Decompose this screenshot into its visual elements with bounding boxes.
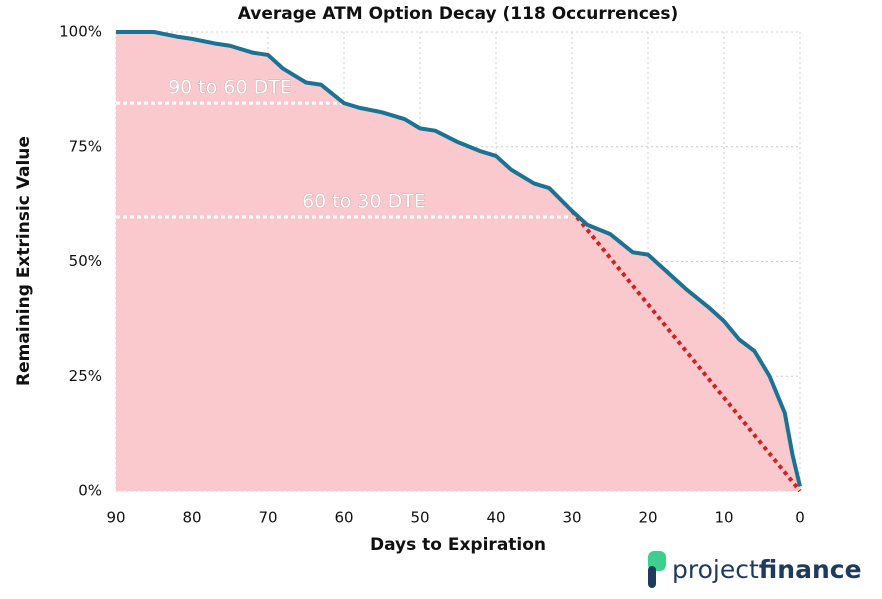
line <box>116 30 802 487</box>
y-axis-label: Remaining Extrinsic Value <box>14 136 34 386</box>
y-tick-label: 25% <box>69 367 102 385</box>
area <box>116 32 800 491</box>
x-tick-label: 20 <box>638 509 657 527</box>
y-tick-label: 50% <box>69 252 102 270</box>
x-tick-label: 60 <box>334 509 353 527</box>
x-tick-label: 80 <box>182 509 201 527</box>
x-tick-label: 50 <box>410 509 429 527</box>
x-tick-label: 30 <box>562 509 581 527</box>
logo: projectfinance <box>648 551 862 588</box>
y-tick-label: 75% <box>69 137 102 155</box>
logo-suffix: finance <box>759 555 862 584</box>
y-tick-label: 0% <box>78 482 102 500</box>
x-tick-label: 70 <box>258 509 277 527</box>
logo-text: projectfinance <box>672 555 862 584</box>
y-tick-label: 100% <box>59 23 102 41</box>
logo-icon <box>648 566 656 588</box>
logo-icon <box>648 551 666 571</box>
annotation-label: 60 to 30 DTE <box>302 190 426 212</box>
x-tick-label: 10 <box>714 509 733 527</box>
logo-prefix: project <box>672 555 759 584</box>
x-tick-label: 90 <box>106 509 125 527</box>
annotation-label: 90 to 60 DTE <box>168 77 292 99</box>
x-axis-label: Days to Expiration <box>370 535 546 555</box>
x-tick-label: 0 <box>795 509 805 527</box>
chart-title: Average ATM Option Decay (118 Occurrence… <box>238 4 679 24</box>
x-tick-label: 40 <box>486 509 505 527</box>
